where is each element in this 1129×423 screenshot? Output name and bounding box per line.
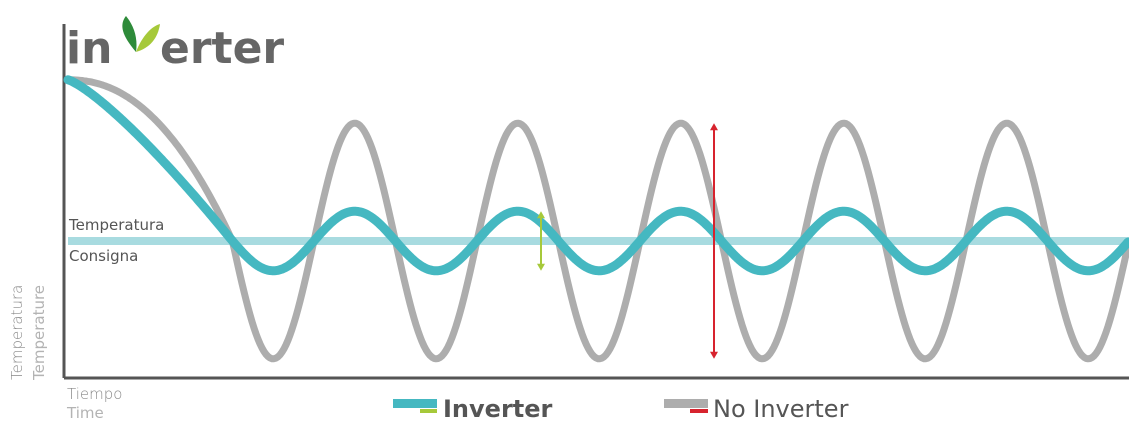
legend-label-inverter: Inverter: [443, 395, 553, 423]
inverter-logo: in erter: [66, 16, 284, 74]
setpoint-label-bottom: Consigna: [69, 247, 138, 265]
inverter-amplitude-arrow: [537, 211, 545, 271]
amplitude-arrowhead: [710, 351, 718, 359]
amplitude-arrowhead: [710, 123, 718, 131]
series-line-no-inverter: [64, 76, 1129, 363]
setpoint-label-top: Temperatura: [68, 216, 164, 234]
y-axis-label-alt: Temperature: [30, 285, 48, 381]
logo-text-prefix: in: [66, 23, 112, 74]
legend-accent-no-inverter: [690, 409, 708, 413]
series-line-inverter: [63, 75, 1129, 276]
legend-item-no-inverter: No Inverter: [664, 395, 849, 423]
logo-text-suffix: erter: [160, 23, 284, 74]
x-axis-label-alt: Time: [66, 404, 104, 422]
amplitude-arrowhead: [537, 211, 545, 219]
legend-label-no-inverter: No Inverter: [713, 395, 849, 423]
legend-swatch-inverter: [393, 399, 437, 408]
legend: Inverter No Inverter: [393, 395, 849, 423]
legend-swatch-no-inverter: [664, 399, 708, 408]
amplitude-arrowhead: [537, 263, 545, 271]
no-inverter-amplitude-arrow: [710, 123, 718, 359]
leaf-icon: [122, 16, 160, 52]
y-axis-label: Temperatura: [8, 285, 26, 380]
x-axis-label: Tiempo: [67, 385, 122, 403]
legend-item-inverter: Inverter: [393, 395, 553, 423]
legend-accent-inverter: [420, 409, 437, 413]
